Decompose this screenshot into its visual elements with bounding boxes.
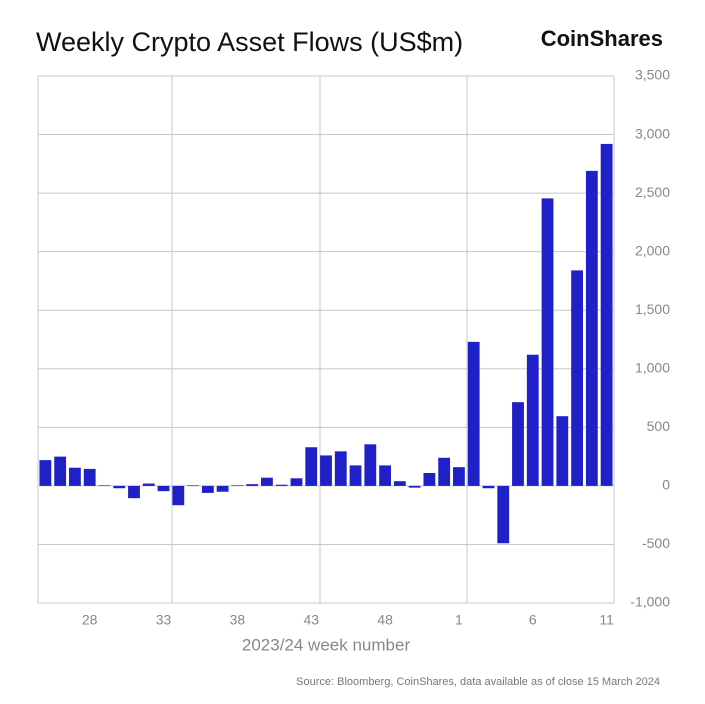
bar [69,467,81,486]
bar [39,460,52,486]
bar [83,468,96,486]
bar [128,485,140,499]
bar [497,485,510,544]
y-tick-label: 0 [662,477,670,493]
vertical-grid [37,76,615,603]
bar [246,484,259,486]
bar [438,457,451,486]
y-tick-label: 2,000 [635,242,670,258]
brand-logo: CoinShares [541,26,663,51]
bar [261,477,273,486]
bar [290,478,303,486]
bar [453,467,465,486]
y-tick-label: 500 [647,418,671,434]
y-tick-label: 1,500 [635,301,670,317]
y-tick-label: 2,500 [635,184,670,200]
bar [275,484,288,486]
bar [231,485,244,486]
bar [364,444,377,486]
bar [216,485,229,492]
x-tick-label: 43 [303,612,319,628]
x-tick-label: 38 [230,612,246,628]
bar [305,447,318,486]
y-tick-label: 3,500 [635,67,670,83]
bar [379,465,391,486]
bar [585,170,598,486]
bar [600,143,613,486]
bar [571,270,583,486]
y-tick-label: 1,000 [635,359,670,375]
y-tick-label: -1,000 [630,594,670,610]
bar [393,481,406,486]
x-tick-label: 48 [377,612,393,628]
bar [98,485,111,486]
bar [467,341,480,486]
bar [541,198,554,486]
bar [556,416,569,486]
bar [201,485,214,493]
bar [349,465,362,486]
y-tick-label: -500 [642,535,670,551]
source-note: Source: Bloomberg, CoinShares, data avai… [296,676,660,688]
bar [526,354,539,486]
x-tick-label: 11 [599,612,614,628]
bar [408,485,421,488]
x-tick-label: 6 [529,612,537,628]
x-tick-label: 28 [82,612,98,628]
bar [172,485,185,506]
bar [157,485,170,492]
bar [334,451,347,486]
bar [320,455,332,486]
y-tick-label: 3,000 [635,125,670,141]
bar [482,485,495,489]
bar [113,485,126,489]
chart-title: Weekly Crypto Asset Flows (US$m) [36,27,463,57]
bar [423,473,436,486]
x-tick-label: 1 [455,612,463,628]
bar [512,402,524,486]
bar [142,483,155,486]
x-tick-label: 33 [156,612,172,628]
bar [54,456,67,486]
x-axis-label: 2023/24 week number [242,635,411,654]
bar [187,485,199,486]
